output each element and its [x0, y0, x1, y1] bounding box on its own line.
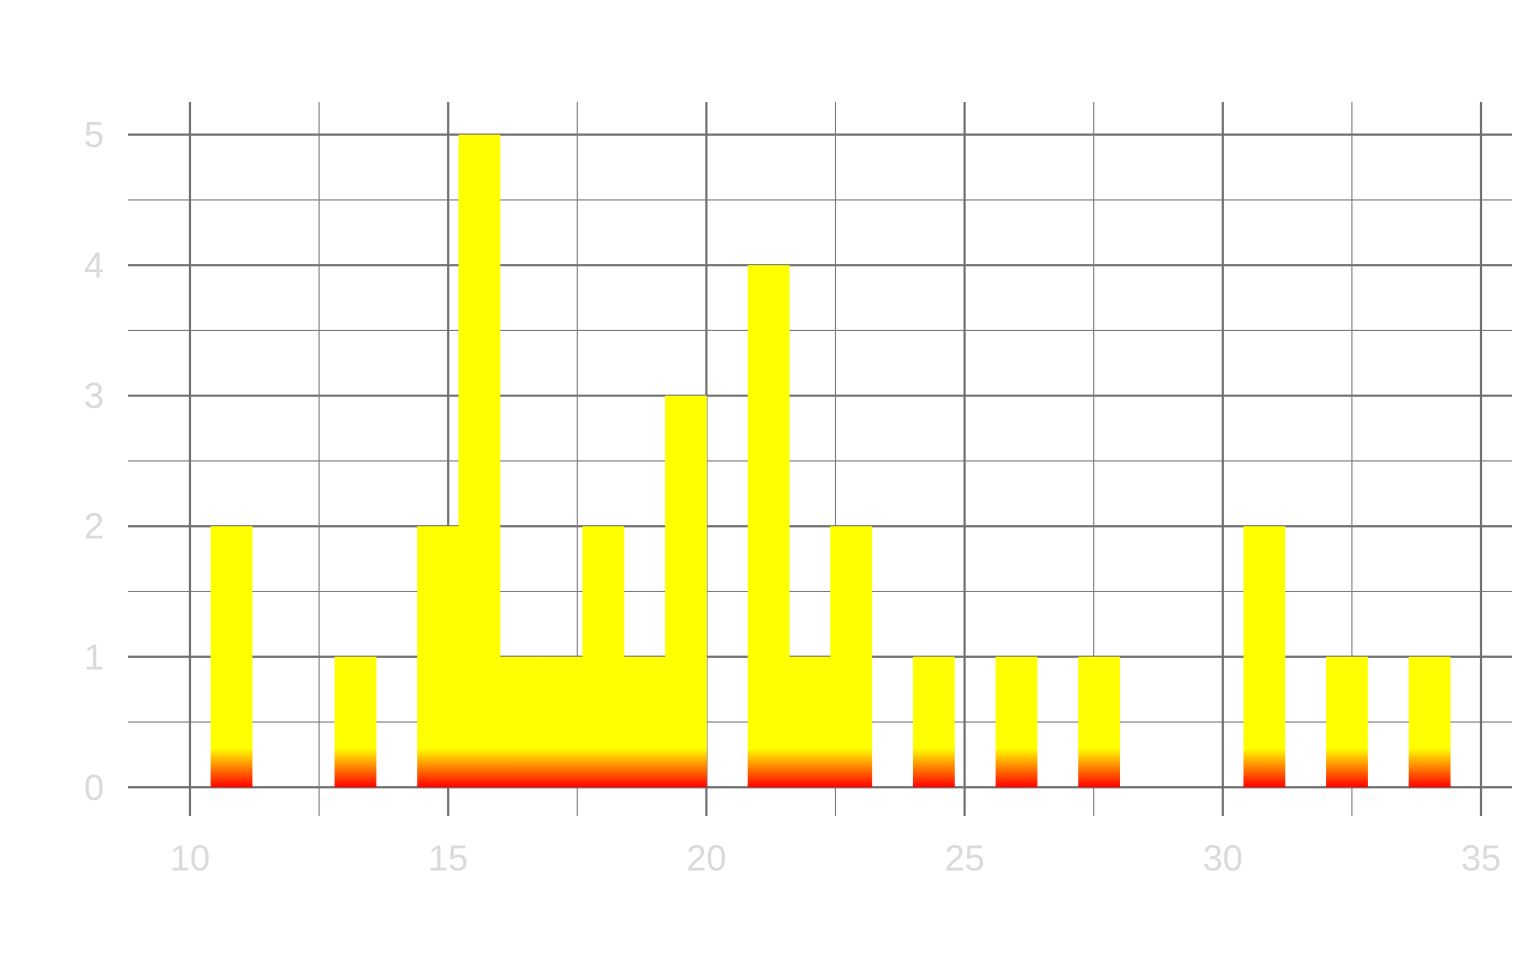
histogram-bar — [210, 526, 253, 788]
y-tick-label: 1 — [84, 636, 104, 677]
bars-layer — [210, 134, 1451, 788]
axis-layer: 0 1 2 3 4 5 10 15 20 25 30 35 — [84, 114, 1501, 878]
histogram-bar — [1326, 656, 1368, 788]
histogram-bar — [830, 526, 873, 788]
histogram-bar — [995, 656, 1038, 788]
x-tick-label: 20 — [686, 838, 726, 879]
x-tick-label: 30 — [1203, 838, 1243, 879]
histogram-bar — [1408, 656, 1451, 788]
histogram-bar — [499, 656, 542, 788]
y-tick-label: 4 — [84, 245, 104, 286]
y-tick-label: 5 — [84, 114, 104, 155]
histogram-bar — [789, 656, 831, 788]
histogram-bar — [747, 265, 790, 788]
histogram-bar — [458, 134, 501, 788]
histogram-bar — [334, 656, 377, 788]
histogram-bar — [912, 656, 955, 788]
x-tick-label: 10 — [170, 838, 210, 879]
x-tick-label: 25 — [945, 838, 985, 879]
y-tick-label: 2 — [84, 506, 104, 547]
y-tick-label: 3 — [84, 375, 104, 416]
y-tick-label: 0 — [84, 767, 104, 808]
histogram-bar — [1078, 656, 1121, 788]
x-tick-label: 15 — [428, 838, 468, 879]
histogram-bar — [665, 395, 707, 788]
histogram-bar — [623, 656, 666, 788]
histogram-bar — [582, 526, 625, 788]
histogram-bar — [1243, 526, 1286, 788]
x-tick-label: 35 — [1461, 838, 1501, 879]
histogram-bar — [541, 656, 583, 788]
histogram-bar — [417, 526, 460, 788]
